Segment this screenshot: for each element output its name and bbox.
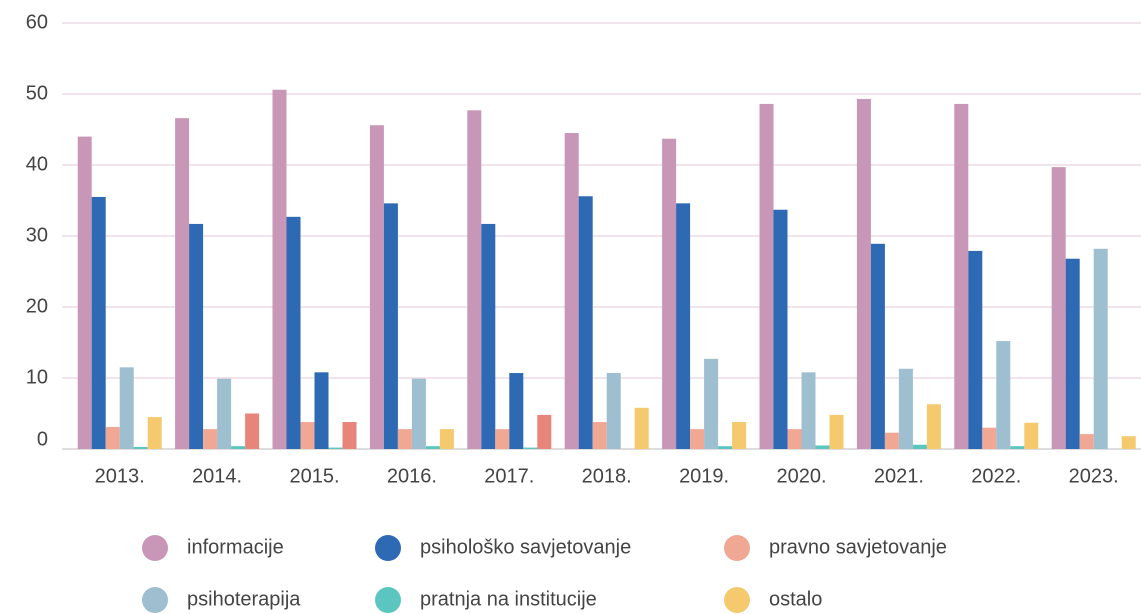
legend-label: psihološko savjetovanje bbox=[420, 536, 631, 558]
bar bbox=[606, 373, 621, 449]
legend-swatch bbox=[375, 535, 401, 561]
legend-label: pratnja na institucije bbox=[420, 588, 597, 610]
bar bbox=[342, 422, 357, 449]
bar bbox=[369, 125, 384, 450]
legend-label: ostalo bbox=[769, 588, 822, 610]
bar bbox=[203, 429, 218, 449]
bar bbox=[175, 118, 190, 449]
bar bbox=[662, 138, 677, 450]
bar bbox=[954, 103, 969, 449]
bar bbox=[1079, 434, 1094, 449]
x-tick-label: 2019. bbox=[679, 465, 729, 487]
bar bbox=[870, 243, 885, 449]
bar bbox=[217, 378, 232, 449]
bar bbox=[926, 404, 941, 449]
x-tick-label: 2015. bbox=[289, 465, 339, 487]
bar bbox=[982, 427, 997, 449]
bar bbox=[968, 250, 983, 449]
bar bbox=[1010, 446, 1025, 449]
legend-swatch bbox=[724, 535, 750, 561]
x-tick-label: 2017. bbox=[484, 465, 534, 487]
legend-swatch bbox=[142, 587, 168, 613]
bar bbox=[147, 417, 162, 449]
bar bbox=[690, 429, 705, 449]
x-tick-label: 2021. bbox=[874, 465, 924, 487]
y-tick-label: 50 bbox=[26, 82, 48, 104]
x-tick-label: 2018. bbox=[582, 465, 632, 487]
bar bbox=[564, 133, 579, 450]
bar bbox=[537, 414, 552, 449]
bar bbox=[314, 372, 329, 449]
bar bbox=[592, 422, 607, 449]
bar bbox=[523, 447, 538, 449]
bar bbox=[481, 223, 496, 449]
bar bbox=[829, 414, 844, 449]
bar bbox=[231, 446, 246, 449]
bar bbox=[509, 373, 524, 449]
bar bbox=[411, 378, 426, 449]
bar bbox=[759, 103, 774, 449]
bar bbox=[718, 446, 733, 449]
x-tick-label: 2013. bbox=[95, 465, 145, 487]
bar bbox=[884, 432, 899, 449]
bar bbox=[801, 372, 816, 449]
bar bbox=[245, 413, 260, 449]
legend-swatch bbox=[724, 587, 750, 613]
bar bbox=[787, 429, 802, 449]
y-tick-label: 10 bbox=[26, 366, 48, 388]
y-tick-label: 60 bbox=[26, 11, 48, 33]
x-tick-label: 2014. bbox=[192, 465, 242, 487]
y-tick-label: 20 bbox=[26, 295, 48, 317]
legend-swatch bbox=[142, 535, 168, 561]
legend-label: informacije bbox=[187, 536, 284, 558]
bar bbox=[1024, 422, 1039, 449]
bar bbox=[578, 196, 593, 449]
bar bbox=[105, 426, 120, 449]
bar bbox=[912, 444, 927, 449]
bar bbox=[1065, 258, 1080, 449]
x-tick-label: 2022. bbox=[971, 465, 1021, 487]
bar bbox=[676, 203, 691, 449]
bar bbox=[77, 136, 92, 449]
bar bbox=[328, 447, 343, 449]
y-tick-label: 30 bbox=[26, 224, 48, 246]
bar bbox=[119, 367, 134, 449]
bar bbox=[189, 223, 204, 449]
x-tick-label: 2020. bbox=[776, 465, 826, 487]
bar bbox=[815, 445, 830, 449]
bar bbox=[634, 407, 649, 449]
x-tick-label: 2023. bbox=[1069, 465, 1119, 487]
bar bbox=[732, 422, 747, 449]
legend-label: pravno savjetovanje bbox=[769, 536, 947, 558]
bar bbox=[495, 429, 510, 449]
bar bbox=[856, 98, 871, 449]
bar bbox=[1121, 436, 1136, 449]
bar bbox=[286, 216, 301, 449]
bar bbox=[425, 446, 440, 449]
bar bbox=[773, 209, 788, 449]
legend-label: psihoterapija bbox=[187, 588, 301, 610]
y-tick-label: 0 bbox=[37, 428, 48, 450]
bar bbox=[704, 358, 719, 449]
bar bbox=[272, 89, 287, 450]
bar bbox=[898, 368, 913, 449]
legend-swatch bbox=[375, 587, 401, 613]
bar bbox=[467, 110, 482, 449]
bar bbox=[397, 429, 412, 449]
bar bbox=[133, 446, 148, 449]
bar bbox=[300, 422, 315, 449]
bar bbox=[1051, 167, 1066, 449]
bar bbox=[1093, 248, 1108, 449]
bar bbox=[91, 196, 106, 449]
bar bbox=[996, 341, 1011, 449]
x-tick-label: 2016. bbox=[387, 465, 437, 487]
y-tick-label: 40 bbox=[26, 153, 48, 175]
bar bbox=[439, 429, 454, 449]
bar bbox=[383, 203, 398, 449]
